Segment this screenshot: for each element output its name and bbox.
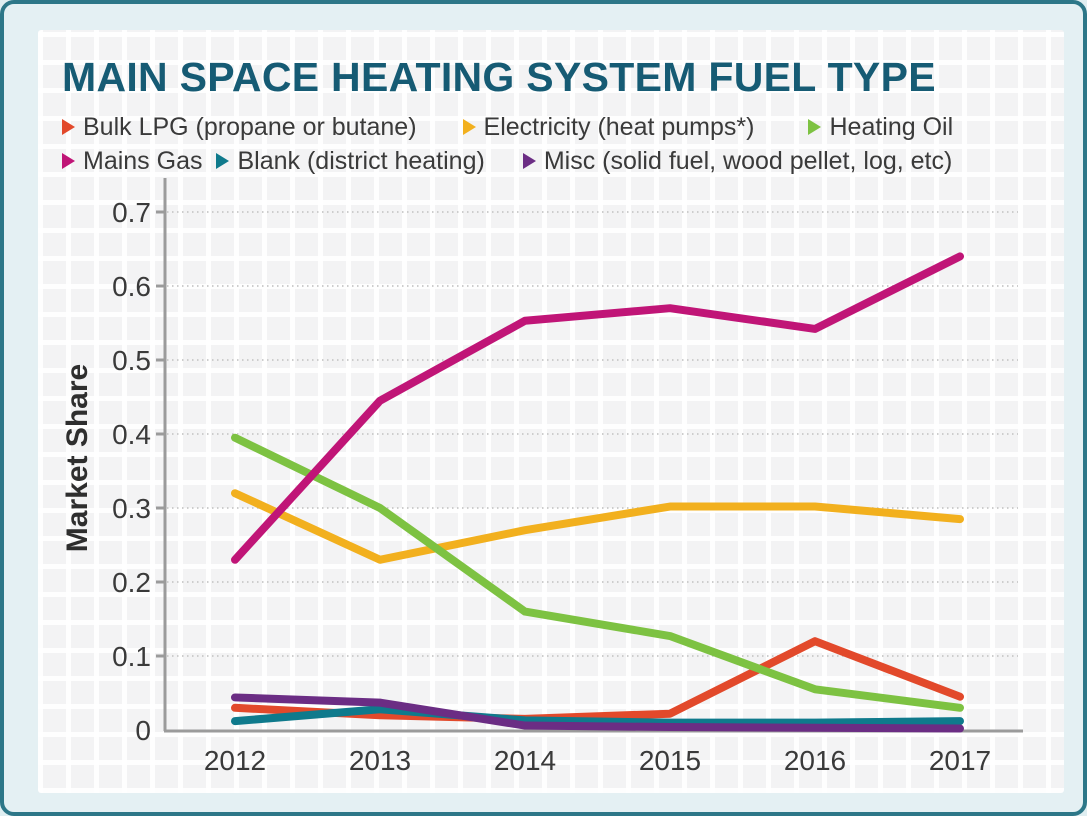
legend-item-electricity-heat-pumps: Electricity (heat pumps*) [462,112,755,142]
legend-triangle-icon [216,153,230,169]
legend-item-bulk-lpg-propane-or-butane: Bulk LPG (propane or butane) [62,113,417,142]
y-tick-label-0.5: 0.5 [112,345,151,376]
chart-title: MAIN SPACE HEATING SYSTEM FUEL TYPE [62,54,936,100]
legend-triangle-icon [522,153,536,169]
y-tick-label-0.6: 0.6 [112,271,151,302]
legend-item-misc-solid-fuel-wood-pellet-log-etc: Misc (solid fuel, wood pellet, log, etc) [522,146,953,176]
legend-triangle-icon [808,119,822,135]
legend-triangle-icon [62,119,75,135]
legend-label: Heating Oil [829,112,954,141]
legend-label: Bulk LPG (propane or butane) [83,112,417,141]
legend-label: Mains Gas [83,146,203,175]
y-tick-label-0.4: 0.4 [112,419,151,450]
y-tick-label-0.1: 0.1 [112,641,151,672]
y-axis-title: Market Share [61,363,94,553]
x-tick-label-2013: 2013 [349,745,411,776]
chart-card: MAIN SPACE HEATING SYSTEM FUEL TYPE Bulk… [38,30,1064,793]
line-chart-plot: 0 0.1 0.2 0.3 0.4 0.5 0.6 0.7 2012 2013 2014 2015 20… [112,178,1023,776]
x-tick-label-2017: 2017 [929,745,991,776]
y-tick-label-0: 0 [135,715,151,746]
legend-label: Electricity (heat pumps*) [483,112,755,141]
legend-row: Bulk LPG (propane or butane) Electricity … [62,110,1052,144]
y-tick-label-0.2: 0.2 [112,567,151,598]
series-line-heating-oil [231,433,964,712]
legend-triangle-icon [462,119,476,135]
legend-item-blank-district-heating: Blank (district heating) [216,146,485,176]
legend-item-mains-gas: Mains Gas [62,147,202,176]
series-line-mains-gas [231,252,964,564]
y-tick-label-0.3: 0.3 [112,493,151,524]
legend-label: Misc (solid fuel, wood pellet, log, etc) [543,146,953,175]
x-tick-label-2014: 2014 [494,745,556,776]
legend-item-heating-oil: Heating Oil [808,113,953,142]
series-line-blank-district-heating [231,705,964,727]
series-line-electricity-heat-pumps [231,489,964,564]
x-tick-label-2015: 2015 [639,745,701,776]
series-line-misc-solid-fuel-wood-pellet-log-etc [231,693,964,733]
legend-row: Mains Gas Blank (district heating) Misc (s… [62,144,1052,178]
legend: Bulk LPG (propane or butane) Electricity … [62,110,1052,178]
x-tick-label-2012: 2012 [204,745,266,776]
legend-label: Blank (district heating) [237,146,485,175]
y-tick-label-0.7: 0.7 [112,197,151,228]
series-line-bulk-lpg-propane-or-butane [231,637,964,723]
x-tick-label-2016: 2016 [784,745,846,776]
legend-triangle-icon [62,153,75,169]
